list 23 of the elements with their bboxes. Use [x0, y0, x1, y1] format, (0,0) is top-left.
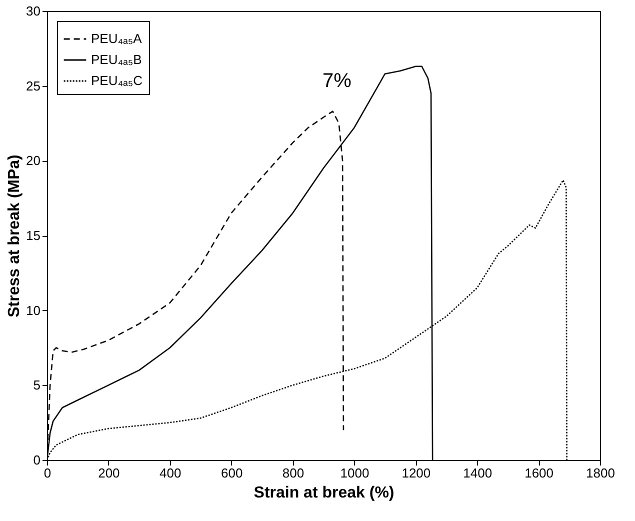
y-tick-label: 30: [26, 4, 40, 18]
y-tick-label: 20: [26, 153, 40, 168]
y-tick-label: 25: [26, 78, 40, 94]
x-tick-label: 600: [220, 466, 243, 480]
y-tick-label: 15: [26, 228, 40, 243]
y-tick-label: 10: [26, 302, 40, 318]
legend-label: PEU₄ₐ₅A: [91, 31, 142, 46]
x-axis-title: Strain at break (%): [254, 484, 394, 502]
x-tick-label: 1800: [586, 466, 615, 480]
y-tick-label: 5: [33, 378, 40, 393]
x-tick-label: 400: [160, 466, 182, 480]
annotation: 7%: [322, 70, 352, 92]
x-tick-label: 1600: [524, 466, 554, 480]
legend-label: PEU₄ₐ₅C: [91, 73, 142, 88]
y-tick-label: 0: [33, 452, 40, 468]
x-tick-label: 1200: [402, 466, 431, 480]
legend-label: PEU₄ₐ₅B: [91, 52, 142, 67]
x-tick-label: 1400: [463, 466, 492, 480]
x-tick-label: 0: [44, 466, 52, 480]
x-tick-label: 1000: [340, 466, 370, 480]
x-tick-label: 800: [282, 466, 304, 480]
y-axis-title: Stress at break (MPa): [6, 154, 24, 318]
x-tick-label: 200: [98, 466, 120, 480]
